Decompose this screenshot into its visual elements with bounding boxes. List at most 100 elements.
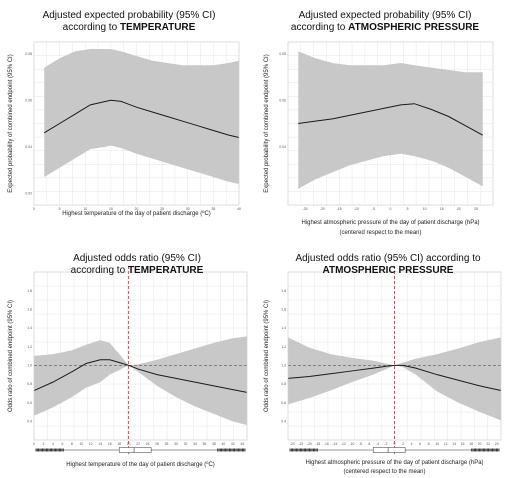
panel1-x-tick-label: 25 [160, 207, 164, 211]
panel4-ci-band [288, 337, 501, 421]
panel3-y-tick-label: 0.6 [27, 401, 32, 405]
panel3-x-tick-label: 4 [52, 442, 54, 446]
panel2-x-tick-label: -10 [354, 207, 359, 211]
panel4-title-line1: Adjusted odds ratio (95% CI) according t… [295, 253, 481, 264]
panel4-title-bold: ATMOSPHERIC PRESSURE [323, 265, 454, 276]
panel3-title-line1: Adjusted odds ratio (95% CI) [73, 253, 201, 264]
panel4-x-tick-label: 4 [411, 442, 413, 446]
panel4-x-tick-label: 6 [419, 442, 421, 446]
panel2-title-line2: according to ATMOSPHERIC PRESSURE [291, 22, 480, 33]
panel2-y-tick-label: 0.08 [279, 52, 286, 56]
panel4-x-tick-label: -22 [298, 442, 303, 446]
panel3-fit-line [33, 359, 248, 393]
panel3-x-tick-label: 0 [33, 442, 35, 446]
panel3-ci-band [34, 336, 247, 426]
panel3-x-tick-label: 28 [165, 442, 169, 446]
panel3-x-tick-label: 10 [79, 442, 83, 446]
panel2-chart: -25 -20 -15 -10 -5 0 5 10 15 20 25 0.04 0.06 0.08 Adju… [264, 10, 494, 236]
panel4-x-tick-label: -2 [384, 442, 387, 446]
panel1-title-line2: according to TEMPERATURE [63, 22, 196, 33]
panel4-x-tick-label: 20 [478, 442, 482, 446]
panel1-y-tick-label: 0.04 [25, 145, 32, 149]
panel3-title-prefix: according to [71, 265, 128, 276]
panel1-x-tick-label: 0 [33, 207, 35, 211]
panel1-frame [33, 41, 240, 206]
panel4-chart: -24 -22 -20 -18 -16 -14 -12 -10 -8 -6 -4 -2 0 2 4 6 8 10 1… [264, 253, 502, 475]
panel4-x-tick-label: -4 [376, 442, 379, 446]
panel2-x-tick-label: 25 [474, 207, 478, 211]
panel3-x-tick-label: 24 [146, 442, 150, 446]
panel1-x-tick-label: 15 [109, 207, 113, 211]
panel1-chart: 0 5 10 15 20 25 30 35 40 0.02 0.04 0.06 0.08 Adjusted… [8, 10, 241, 217]
panel1-x-tick-label: 40 [237, 207, 241, 211]
panel4-title-line2: ATMOSPHERIC PRESSURE [323, 265, 454, 276]
panel1-x-tick-label: 5 [59, 207, 61, 211]
panel2-x-tick-label: 10 [423, 207, 427, 211]
panel2-title-line1: Adjusted expected probability (95% CI) [299, 10, 472, 21]
panel4-x-tick-label: -10 [349, 442, 354, 446]
panel4-x-tick-label: -20 [307, 442, 312, 446]
panel3-x-tick-label: 40 [221, 442, 225, 446]
panel1-x-tick-label: 20 [135, 207, 139, 211]
panel4-y-tick-label: 1.2 [281, 345, 286, 349]
panel4-x-tick-label: 16 [461, 442, 465, 446]
panel2-x-tick-label: 15 [440, 207, 444, 211]
panel2-x-axis-sublabel: (centered respect to the mean) [339, 230, 421, 236]
panel2-x-tick-label: -25 [303, 207, 308, 211]
panel1-y-tick-label: 0.02 [25, 192, 32, 196]
panel4-x-tick-label: 24 [495, 442, 499, 446]
panel4-y-tick-label: 0.4 [281, 420, 286, 424]
panel4-x-axis-label: Highest atmospheric pressure of the day … [305, 460, 483, 466]
panel3-y-tick-label: 1.6 [27, 308, 32, 312]
panel4-x-axis-sublabel: (centered respect to the mean) [343, 469, 425, 475]
panel2-x-axis-label: Highest atmospheric pressure of the day … [301, 220, 479, 226]
panel3-chart: 0 2 4 6 8 10 12 14 16 18 20 22 24 26 28 30 32 34 36 38 40 42 4… [8, 253, 248, 468]
panel3-x-tick-label: 16 [108, 442, 112, 446]
panel4-y-tick-label: 1.8 [281, 289, 286, 293]
panel3-x-tick-label: 18 [117, 442, 121, 446]
panel3-y-tick-label: 0.4 [27, 420, 32, 424]
panel2-y-tick-label: 0.06 [279, 98, 286, 102]
panel3-x-tick-label: 12 [89, 442, 93, 446]
panel3-y-tick-label: 1.4 [27, 326, 32, 330]
panel4-y-tick-label: 0.8 [281, 382, 286, 386]
panel3-x-tick-label: 14 [98, 442, 102, 446]
panel2-fit-line [298, 103, 483, 136]
panel4-x-tick-label: -16 [324, 442, 329, 446]
panel2-y-tick-label: 0.04 [279, 145, 286, 149]
panel2-x-tick-label: -5 [372, 207, 375, 211]
panel2-x-tick-label: -20 [320, 207, 325, 211]
panel4-x-tick-label: -18 [315, 442, 320, 446]
panel4-x-tick-label: -12 [341, 442, 346, 446]
panel4-y-tick-label: 1.6 [281, 308, 286, 312]
panel1-y-tick-label: 0.06 [25, 98, 32, 102]
panel3-x-tick-label: 26 [155, 442, 159, 446]
panel4-x-tick-label: 2 [402, 442, 404, 446]
panel3-title-bold: TEMPERATURE [128, 265, 204, 276]
panel1-fit-line [43, 99, 240, 138]
panel4-y-axis-label: Odds ratio of combined endpoint (95% CI) [264, 300, 270, 412]
panel3-title-line2: according to TEMPERATURE [71, 265, 204, 276]
panel4-x-tick-label: -8 [359, 442, 362, 446]
panel2-x-tick-label: 0 [390, 207, 392, 211]
panel2-y-axis-label: Expected probability of combined endpoin… [264, 54, 270, 192]
panel4-x-tick-label: 10 [435, 442, 439, 446]
panel3-boxplot-box [118, 447, 152, 453]
panel2-title-prefix: according to [291, 22, 348, 33]
panel4-x-tick-label: 22 [486, 442, 490, 446]
panel3-y-tick-label: 0.8 [27, 382, 32, 386]
panel2-x-tick-label: 5 [407, 207, 409, 211]
panel4-y-tick-label: 1.0 [281, 364, 286, 368]
panel3-frame [33, 271, 248, 441]
panel3-x-tick-label: 34 [193, 442, 197, 446]
panel4-frame [287, 271, 502, 441]
panel1-x-tick-label: 10 [83, 207, 87, 211]
panel3-x-tick-label: 2 [43, 442, 45, 446]
panel4-x-tick-label: 0 [394, 442, 396, 446]
panel1-y-tick-label: 0.08 [25, 52, 32, 56]
panel3-y-tick-label: 1.0 [27, 364, 32, 368]
panel4-x-tick-label: 8 [428, 442, 430, 446]
panel4-x-tick-label: 18 [469, 442, 473, 446]
panel4-x-tick-label: 14 [452, 442, 456, 446]
panel4-x-tick-label: 12 [444, 442, 448, 446]
